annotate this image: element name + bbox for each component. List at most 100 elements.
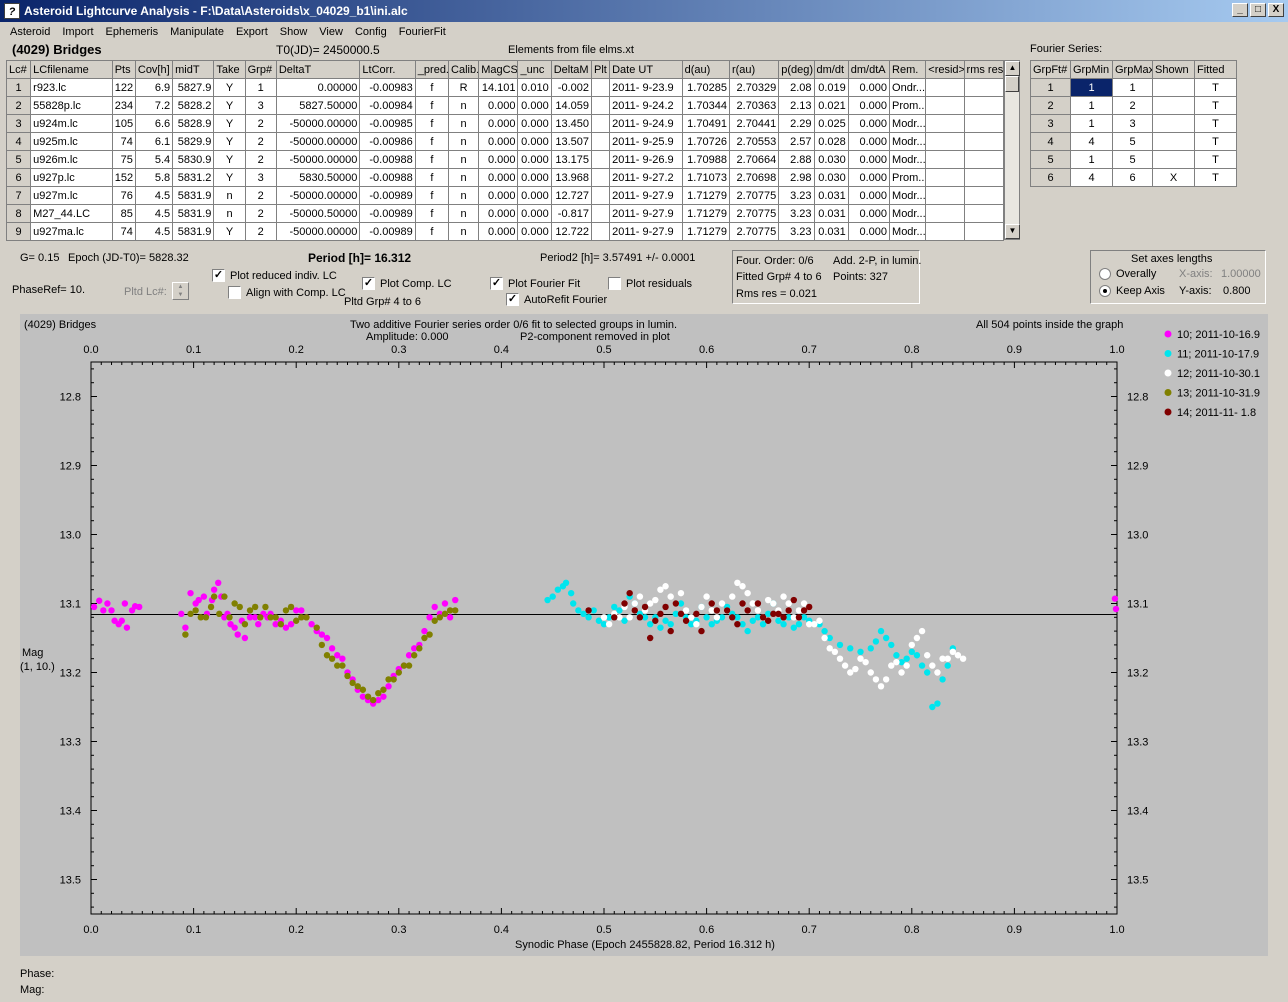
- close-button[interactable]: X: [1268, 3, 1284, 17]
- table-cell[interactable]: 2.70329: [728, 78, 780, 97]
- table-cell[interactable]: 122: [111, 78, 136, 97]
- row-header[interactable]: 6: [5, 168, 32, 187]
- table-cell[interactable]: 0.000: [847, 150, 891, 169]
- table-row[interactable]: 8 M27_44.LC 85 4.5 5831.9 n 2 -50000.50000 -0.00…: [5, 204, 1005, 223]
- menu-manipulate[interactable]: Manipulate: [170, 25, 224, 38]
- table-cell[interactable]: 13.175: [550, 150, 592, 169]
- x-axis-length[interactable]: 1.00000: [1221, 268, 1261, 280]
- column-header[interactable]: GrpMin: [1070, 60, 1113, 79]
- column-header[interactable]: LCfilename: [30, 60, 113, 79]
- table-cell[interactable]: 2.70553: [728, 132, 780, 151]
- scroll-up-icon[interactable]: ▲: [1005, 61, 1020, 76]
- table-cell[interactable]: 14.059: [550, 96, 592, 115]
- table-row[interactable]: 5 u926m.lc 75 5.4 5830.9 Y 2 -50000.00000 -0.009…: [5, 150, 1005, 169]
- column-header[interactable]: dm/dtA: [847, 60, 891, 79]
- table-cell[interactable]: 2011- 9-27.9: [609, 222, 683, 241]
- table-cell[interactable]: 0.000: [517, 168, 552, 187]
- table-cell[interactable]: u927ma.lc: [30, 222, 113, 241]
- menu-view[interactable]: View: [319, 25, 343, 38]
- table-cell[interactable]: 6: [1112, 168, 1153, 187]
- keep-axis-radio[interactable]: Keep Axis: [1099, 285, 1165, 297]
- period-value[interactable]: Period [h]= 16.312: [308, 251, 412, 265]
- autorefit-checkbox[interactable]: ✓ AutoRefit Fourier: [506, 293, 608, 306]
- table-cell[interactable]: -50000.00000: [275, 132, 361, 151]
- row-header[interactable]: 5: [5, 150, 32, 169]
- table-cell[interactable]: [963, 222, 1005, 241]
- table-cell[interactable]: 2.70363: [728, 96, 780, 115]
- row-header[interactable]: 4: [5, 132, 32, 151]
- table-scrollbar[interactable]: ▲ ▼: [1004, 60, 1020, 240]
- table-cell[interactable]: 5828.2: [172, 96, 215, 115]
- table-cell[interactable]: -0.00985: [359, 114, 416, 133]
- table-cell[interactable]: T: [1194, 168, 1237, 187]
- plot-residuals-checkbox[interactable]: Plot residuals: [608, 277, 692, 290]
- scroll-thumb[interactable]: [1005, 76, 1019, 92]
- column-header[interactable]: p(deg): [778, 60, 815, 79]
- row-header[interactable]: 6: [1030, 168, 1071, 187]
- row-header[interactable]: 1: [1030, 78, 1071, 97]
- column-header[interactable]: d(au): [681, 60, 730, 79]
- menu-export[interactable]: Export: [235, 25, 268, 38]
- align-comp-checkbox[interactable]: Align with Comp. LC: [228, 286, 346, 299]
- table-cell[interactable]: 76: [111, 186, 136, 205]
- column-header[interactable]: midT: [172, 60, 215, 79]
- table-cell[interactable]: 1.71279: [681, 222, 730, 241]
- table-cell[interactable]: -0.00988: [359, 168, 416, 187]
- table-cell[interactable]: -0.00989: [359, 222, 416, 241]
- table-row[interactable]: 3 u924m.lc 105 6.6 5828.9 Y 2 -50000.00000 -0.00…: [5, 114, 1005, 133]
- table-cell[interactable]: Modr...: [889, 204, 927, 223]
- plot-panel[interactable]: [20, 314, 1268, 956]
- table-cell[interactable]: 0.021: [813, 96, 849, 115]
- table-cell[interactable]: Modr...: [889, 150, 927, 169]
- column-header[interactable]: Rem.: [889, 60, 927, 79]
- table-cell[interactable]: 0.000: [478, 150, 519, 169]
- table-cell[interactable]: 1.70491: [681, 114, 730, 133]
- menu-import[interactable]: Import: [62, 25, 94, 38]
- plot-fourier-checkbox[interactable]: ✓ Plot Fourier Fit: [490, 277, 581, 290]
- table-cell[interactable]: u926m.lc: [30, 150, 113, 169]
- column-header[interactable]: dm/dt: [813, 60, 849, 79]
- column-header[interactable]: Shown: [1152, 60, 1195, 79]
- table-cell[interactable]: 5829.9: [172, 132, 215, 151]
- table-cell[interactable]: 0.000: [478, 186, 519, 205]
- table-cell[interactable]: 2011- 9-25.9: [609, 132, 683, 151]
- table-cell[interactable]: Prom...: [889, 96, 927, 115]
- column-header[interactable]: GrpFt#: [1030, 60, 1071, 79]
- table-cell[interactable]: Ondr...: [889, 78, 927, 97]
- column-header[interactable]: DeltaM: [550, 60, 592, 79]
- table-cell[interactable]: 2.70775: [728, 222, 780, 241]
- table-cell[interactable]: 0.010: [517, 78, 552, 97]
- column-header[interactable]: Fitted: [1194, 60, 1237, 79]
- table-cell[interactable]: 85: [111, 204, 136, 223]
- table-cell[interactable]: 0.000: [517, 204, 552, 223]
- table-cell[interactable]: 6.1: [134, 132, 174, 151]
- plot-comp-checkbox[interactable]: ✓ Plot Comp. LC: [362, 277, 452, 290]
- table-cell[interactable]: 74: [111, 132, 136, 151]
- phaseref-value[interactable]: PhaseRef= 10.: [12, 284, 86, 296]
- row-header[interactable]: 2: [1030, 96, 1071, 115]
- menu-show[interactable]: Show: [279, 25, 308, 38]
- table-cell[interactable]: 2: [244, 204, 277, 223]
- table-cell[interactable]: [590, 222, 611, 241]
- table-cell[interactable]: 0.000: [847, 204, 891, 223]
- menu-fourierfit[interactable]: FourierFit: [398, 25, 446, 38]
- plot-reduced-checkbox[interactable]: ✓ Plot reduced indiv. LC: [212, 269, 337, 282]
- table-cell[interactable]: -0.00988: [359, 150, 416, 169]
- pltd-lc-spinner[interactable]: ▲ ▼: [172, 282, 189, 300]
- table-cell[interactable]: 0.000: [847, 168, 891, 187]
- maximize-button[interactable]: □: [1250, 3, 1266, 17]
- table-cell[interactable]: 2.08: [778, 78, 815, 97]
- table-cell[interactable]: -50000.50000: [275, 204, 361, 223]
- table-cell[interactable]: 152: [111, 168, 136, 187]
- table-row[interactable]: 7 u927m.lc 76 4.5 5831.9 n 2 -50000.00000 -0.009…: [5, 186, 1005, 205]
- row-header[interactable]: 9: [5, 222, 32, 241]
- table-cell[interactable]: 5827.50000: [275, 96, 361, 115]
- column-header[interactable]: Grp#: [244, 60, 277, 79]
- table-cell[interactable]: 0.000: [847, 96, 891, 115]
- table-cell[interactable]: 5831.9: [172, 186, 215, 205]
- table-cell[interactable]: 1: [244, 78, 277, 97]
- column-header[interactable]: _pred.: [414, 60, 450, 79]
- column-header[interactable]: Take: [213, 60, 246, 79]
